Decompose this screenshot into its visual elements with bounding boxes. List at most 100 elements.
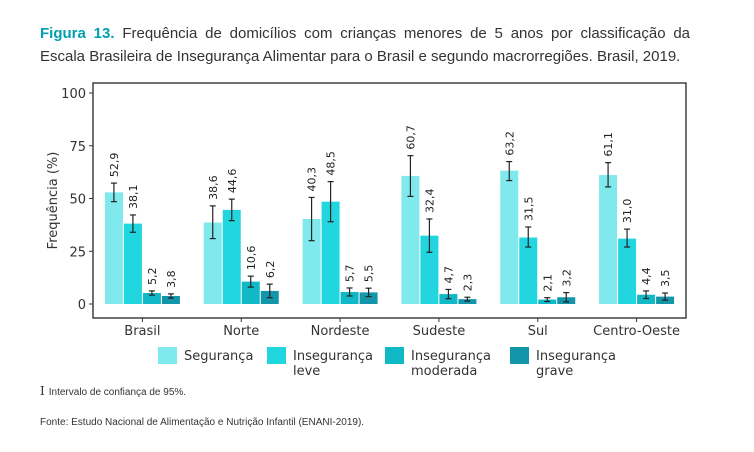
bar (599, 175, 618, 304)
figure-label: Figura 13. (40, 25, 115, 42)
error-bar (506, 160, 513, 182)
error-bar (266, 283, 273, 299)
x-tick-label: Brasil (124, 324, 160, 339)
error-bar (209, 205, 216, 240)
error-bar (563, 292, 570, 303)
error-bar (308, 196, 315, 242)
data-label: 3,8 (165, 270, 178, 288)
bar (321, 201, 340, 304)
legend-swatch (385, 347, 404, 364)
data-label: 44,6 (226, 169, 239, 194)
error-bar (464, 296, 471, 302)
error-bar (445, 288, 452, 300)
error-bar (643, 290, 650, 300)
legend-label: grave (536, 364, 573, 379)
error-bar-icon: I (40, 384, 45, 398)
data-label: 52,9 (108, 153, 121, 178)
data-label: 3,2 (560, 269, 573, 287)
plot-frame (92, 82, 687, 319)
data-label: 48,5 (325, 151, 338, 176)
bar (241, 281, 260, 304)
legend-label: Insegurança (536, 349, 616, 364)
bar (340, 291, 359, 304)
error-bar (544, 297, 551, 303)
error-bar (129, 214, 136, 233)
data-label: 31,0 (621, 199, 634, 224)
confidence-note: I Intervalo de confiança de 95%. (40, 384, 186, 398)
legend-label: moderada (411, 364, 477, 379)
bar (222, 209, 241, 304)
error-bar (624, 228, 631, 248)
bar (142, 293, 161, 304)
figure-caption-text: Frequência de domicílios com crianças me… (40, 25, 691, 65)
bar (161, 295, 180, 304)
error-bar (662, 292, 669, 301)
legend-label: Insegurança (411, 349, 491, 364)
bar (420, 235, 439, 304)
legend-label: Segurança (184, 349, 253, 364)
x-tick-label: Sul (528, 324, 548, 339)
y-tick-label: 75 (69, 140, 86, 155)
legend-label: Insegurança (293, 349, 373, 364)
data-label: 10,6 (245, 246, 258, 271)
error-bar (247, 275, 254, 288)
bar (302, 218, 321, 304)
error-bar (327, 181, 334, 223)
x-tick-label: Norte (223, 324, 259, 339)
error-bar (148, 290, 155, 296)
data-label: 4,4 (640, 267, 653, 285)
error-bar (228, 198, 235, 222)
data-label: 32,4 (423, 188, 436, 213)
data-label: 2,1 (541, 274, 554, 292)
confidence-note-text: Intervalo de confiança de 95%. (48, 387, 187, 398)
bar (519, 237, 538, 304)
error-bar (110, 182, 117, 203)
y-axis-label: Frequência (%) (46, 152, 61, 250)
data-label: 38,6 (207, 175, 220, 200)
error-bar (407, 155, 414, 197)
x-tick-label: Sudeste (413, 324, 466, 339)
legend-item: Segurança (158, 347, 253, 364)
data-label: 40,3 (306, 167, 319, 192)
error-bar (525, 226, 532, 248)
data-label: 38,1 (127, 184, 140, 209)
bar (401, 175, 420, 304)
data-label: 31,5 (522, 196, 535, 221)
bar (618, 238, 637, 304)
bar (500, 170, 519, 304)
legend-swatch (510, 347, 529, 364)
error-bar (167, 293, 174, 299)
bar (359, 292, 378, 304)
data-label: 2,3 (461, 274, 474, 292)
data-label: 5,7 (344, 264, 357, 282)
error-bar (426, 218, 433, 253)
data-label: 63,2 (503, 131, 516, 156)
bar (123, 223, 142, 304)
legend-label: leve (293, 364, 320, 379)
bar (637, 294, 656, 304)
y-tick-label: 0 (78, 298, 86, 313)
x-tick-label: Centro-Oeste (593, 324, 680, 339)
x-tick-label: Nordeste (311, 324, 370, 339)
data-label: 5,2 (146, 267, 159, 285)
data-label: 4,7 (442, 266, 455, 284)
data-label: 60,7 (404, 125, 417, 150)
error-bar (605, 162, 612, 188)
bar (104, 192, 123, 304)
error-bar (346, 287, 353, 297)
y-tick-label: 100 (61, 87, 86, 102)
bar (203, 222, 222, 304)
data-label: 3,5 (659, 270, 672, 288)
legend-swatch (267, 347, 286, 364)
data-label: 61,1 (602, 132, 615, 157)
legend-swatch (158, 347, 177, 364)
error-bar (365, 287, 372, 298)
data-label: 6,2 (264, 261, 277, 279)
y-tick-label: 25 (69, 245, 86, 260)
source-note: Fonte: Estudo Nacional de Alimentação e … (40, 417, 365, 428)
y-tick-label: 50 (69, 193, 86, 208)
